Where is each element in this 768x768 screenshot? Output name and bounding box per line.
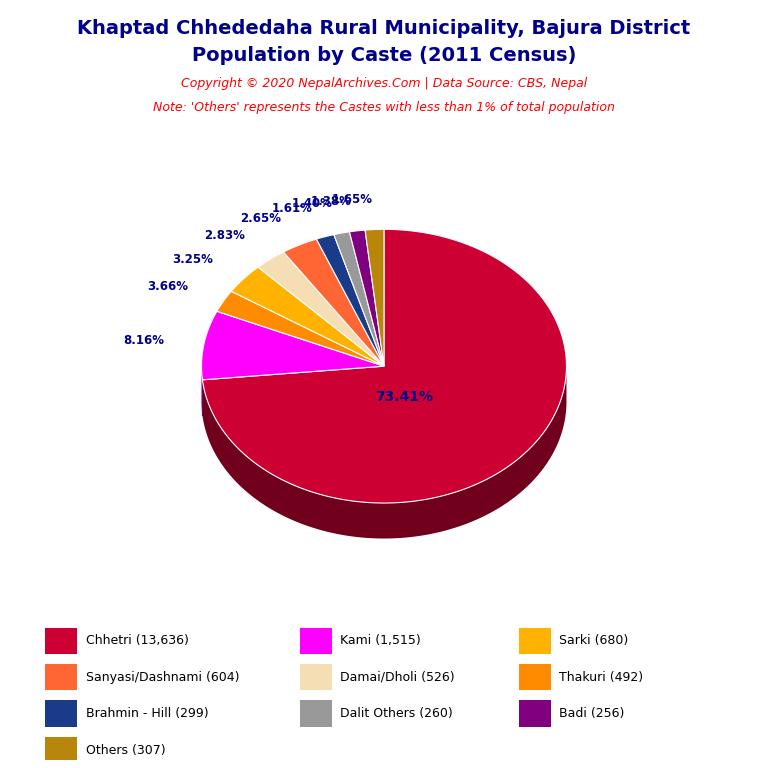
Text: Khaptad Chhededaha Rural Municipality, Bajura District: Khaptad Chhededaha Rural Municipality, B… <box>78 19 690 38</box>
Text: 3.25%: 3.25% <box>172 253 213 266</box>
Text: Brahmin - Hill (299): Brahmin - Hill (299) <box>86 707 208 720</box>
Bar <box>45 664 78 690</box>
Bar <box>300 627 332 654</box>
Text: Sarki (680): Sarki (680) <box>559 634 628 647</box>
Text: Sanyasi/Dashnami (604): Sanyasi/Dashnami (604) <box>86 670 240 684</box>
Bar <box>300 664 332 690</box>
Text: Badi (256): Badi (256) <box>559 707 624 720</box>
Text: 8.16%: 8.16% <box>123 333 164 346</box>
Text: Chhetri (13,636): Chhetri (13,636) <box>86 634 189 647</box>
Text: 1.61%: 1.61% <box>271 202 312 215</box>
Text: 2.65%: 2.65% <box>240 212 281 225</box>
Polygon shape <box>258 252 384 366</box>
Bar <box>519 627 551 654</box>
Bar <box>45 700 78 727</box>
Text: Copyright © 2020 NepalArchives.Com | Data Source: CBS, Nepal: Copyright © 2020 NepalArchives.Com | Dat… <box>181 77 587 90</box>
Polygon shape <box>334 232 384 366</box>
Bar <box>45 627 78 654</box>
Text: Damai/Dholi (526): Damai/Dholi (526) <box>340 670 455 684</box>
Text: 3.66%: 3.66% <box>147 280 188 293</box>
Polygon shape <box>365 230 384 366</box>
Polygon shape <box>316 234 384 366</box>
Polygon shape <box>203 230 567 503</box>
Text: Kami (1,515): Kami (1,515) <box>340 634 421 647</box>
Text: 2.83%: 2.83% <box>204 229 245 242</box>
Bar <box>519 664 551 690</box>
Polygon shape <box>231 267 384 366</box>
Text: 1.65%: 1.65% <box>332 193 372 206</box>
Polygon shape <box>217 291 384 366</box>
Bar <box>519 700 551 727</box>
Text: Thakuri (492): Thakuri (492) <box>559 670 644 684</box>
Polygon shape <box>201 366 203 415</box>
Text: 73.41%: 73.41% <box>376 390 433 405</box>
Polygon shape <box>349 230 384 366</box>
Polygon shape <box>201 311 384 380</box>
Polygon shape <box>283 239 384 366</box>
Text: Population by Caste (2011 Census): Population by Caste (2011 Census) <box>192 46 576 65</box>
Bar <box>300 700 332 727</box>
Text: Others (307): Others (307) <box>86 743 165 756</box>
Polygon shape <box>203 366 567 538</box>
Text: 1.40%: 1.40% <box>291 197 333 210</box>
Text: Dalit Others (260): Dalit Others (260) <box>340 707 453 720</box>
Text: Note: 'Others' represents the Castes with less than 1% of total population: Note: 'Others' represents the Castes wit… <box>153 101 615 114</box>
Text: 1.38%: 1.38% <box>310 194 352 207</box>
Bar <box>45 737 78 763</box>
